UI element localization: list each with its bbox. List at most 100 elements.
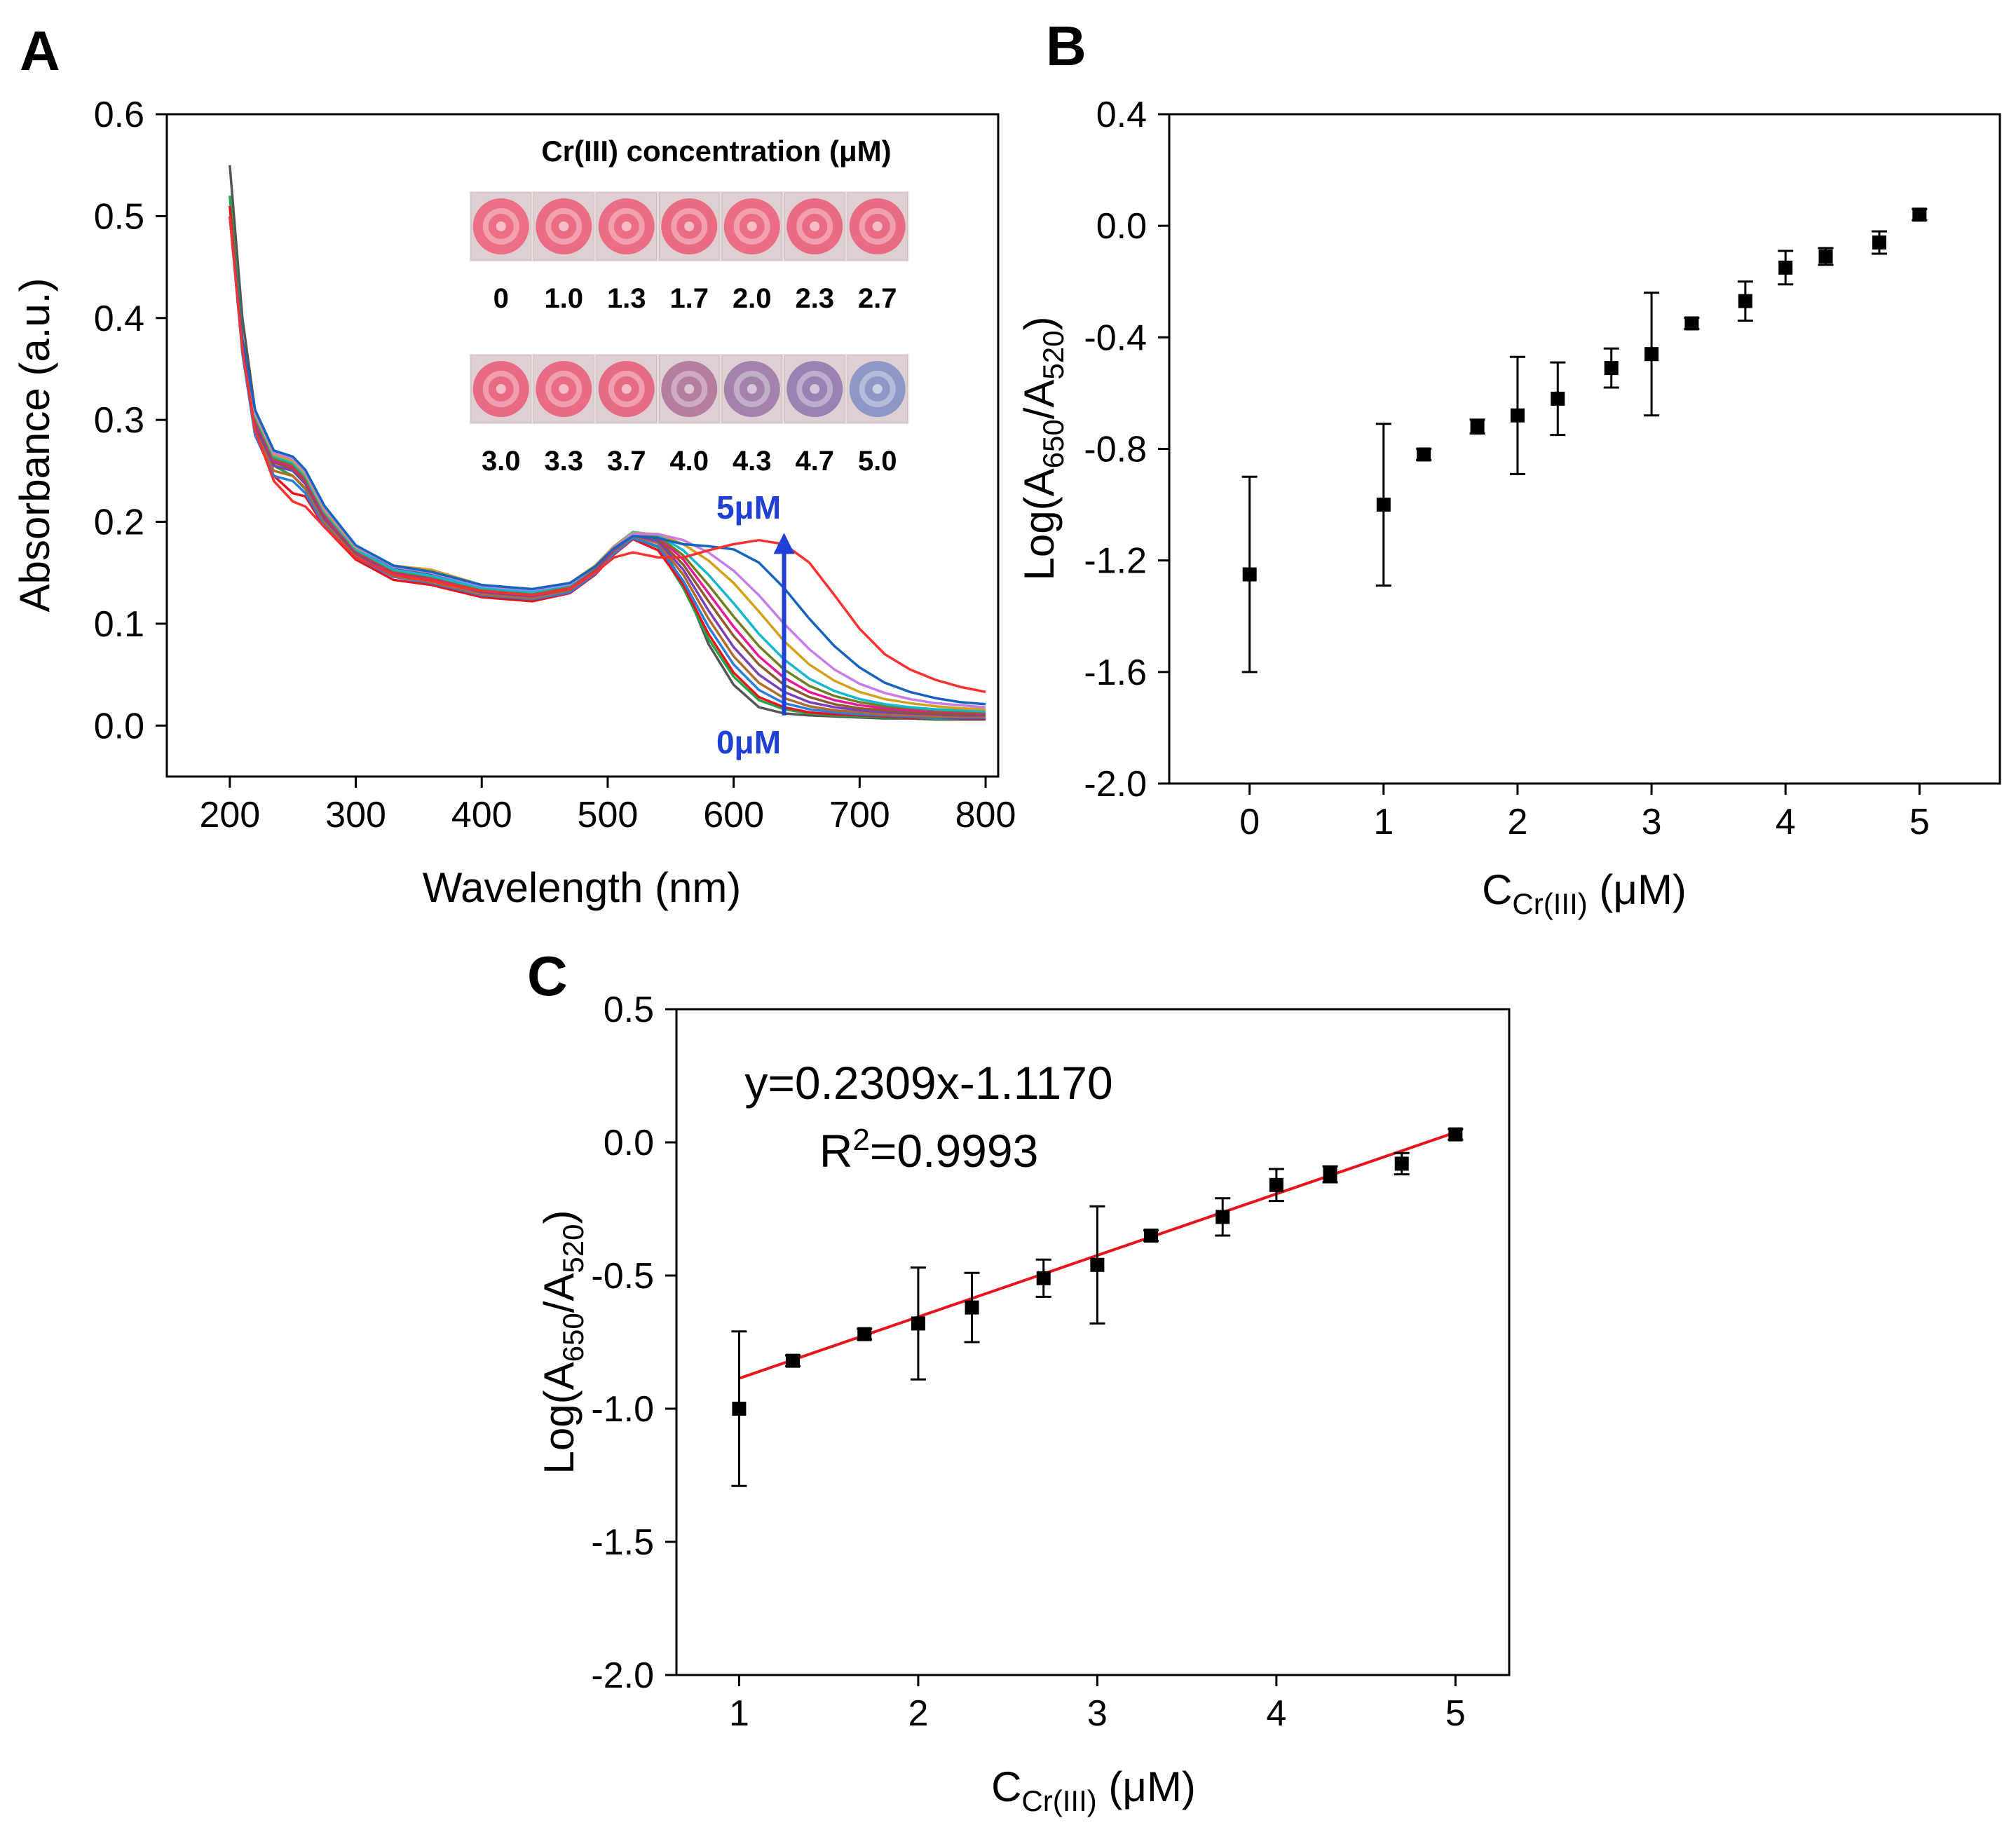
- panel-b-x-tick-label: 0: [1239, 802, 1260, 842]
- panel-c-data-point: [1394, 1156, 1409, 1171]
- well-highlight: [496, 384, 506, 394]
- panel-c-data-point: [732, 1402, 747, 1416]
- panel-a-x-label: Wavelength (nm): [423, 864, 742, 911]
- panel-a-y-tick-label: 0.6: [94, 95, 144, 135]
- panel-a-spectra: [229, 165, 986, 721]
- panel-a-x-tick-label: 800: [955, 795, 1016, 835]
- spectrum-line: [229, 216, 986, 706]
- fit-equation: y=0.2309x-1.1170: [744, 1057, 1112, 1109]
- panel-c-x-tick-label: 3: [1087, 1693, 1108, 1734]
- panel-b-y-tick-label: -1.6: [1084, 652, 1147, 693]
- panel-a-y-axis: 0.0 0.1 0.2 0.3 0.4 0.5 0.6: [94, 95, 167, 746]
- well-highlight: [559, 384, 569, 394]
- panel-b-data-point: [1604, 361, 1619, 376]
- panel-a-y-label: Absorbance (a.u.): [11, 278, 58, 613]
- inset-row-2: 3.0 3.3 3.7 4.0 4.3 4.7 5.0: [470, 354, 909, 477]
- panel-b-data-point: [1872, 235, 1886, 250]
- well-concentration-label: 5.0: [858, 446, 897, 477]
- well-concentration-label: 4.0: [669, 446, 709, 477]
- panel-c-x-tick-label: 2: [908, 1693, 928, 1734]
- panel-b-y-tick-label: 0.4: [1096, 95, 1147, 135]
- panel-a-y-tick-label: 0.1: [94, 604, 144, 645]
- panel-c-data-point: [1090, 1257, 1105, 1272]
- well-concentration-label: 2.0: [733, 283, 772, 314]
- panel-a-y-tick-label: 0.2: [94, 503, 144, 543]
- panel-c-data-point: [1323, 1167, 1337, 1182]
- panel-a-x-tick-label: 400: [451, 795, 512, 835]
- panel-c-data-point: [1144, 1229, 1159, 1243]
- spectrum-line: [229, 216, 986, 694]
- well-highlight: [684, 221, 695, 231]
- panel-c-x-tick-label: 5: [1445, 1693, 1466, 1734]
- well-concentration-label: 3.7: [607, 446, 646, 477]
- panel-b-data-point: [1818, 249, 1833, 264]
- panel-b-data-point: [1644, 347, 1659, 362]
- inset-row-1: 0 1.0 1.3 1.7 2.0 2.3 2.7: [470, 191, 909, 314]
- panel-a-y-tick-label: 0.5: [94, 196, 144, 237]
- panel-b-points: [1241, 207, 1928, 674]
- panel-b-x-tick-label: 5: [1909, 802, 1930, 842]
- well-concentration-label: 1.3: [607, 283, 646, 314]
- panel-b-data-point: [1242, 567, 1257, 582]
- panel-b-x-label: CCr(III) (μM): [1482, 866, 1687, 920]
- panel-c-x-tick-label: 4: [1266, 1693, 1286, 1734]
- well-highlight: [747, 221, 757, 231]
- panel-c-letter: C: [527, 945, 568, 1007]
- inset-title: Cr(III) concentration (μM): [541, 135, 891, 168]
- panel-c-y-tick-label: 0.0: [604, 1123, 654, 1163]
- panel-b-x-axis: 0 1 2 3 4 5: [1239, 784, 1930, 842]
- panel-b-x-tick-label: 1: [1373, 802, 1394, 842]
- well-concentration-label: 1.0: [544, 283, 583, 314]
- panel-b-x-tick-label: 3: [1642, 802, 1662, 842]
- well-highlight: [621, 384, 632, 394]
- well-highlight: [810, 384, 820, 394]
- panel-b-y-tick-label: -0.4: [1084, 317, 1147, 358]
- panel-c-y-axis: -2.0 -1.5 -1.0 -0.5 0.0 0.5: [591, 990, 676, 1696]
- panel-a-x-tick-label: 300: [325, 795, 386, 835]
- panel-c-points: [731, 1127, 1464, 1487]
- well-highlight: [810, 221, 820, 231]
- panel-c-y-tick-label: -1.0: [591, 1389, 654, 1430]
- well-highlight: [621, 221, 632, 231]
- panel-b-data-point: [1376, 498, 1391, 512]
- panel-b-data-point: [1684, 316, 1699, 331]
- panel-c-data-point: [857, 1327, 872, 1341]
- panel-c-data-point: [1036, 1271, 1051, 1285]
- panel-a-x-tick-label: 500: [578, 795, 639, 835]
- well-highlight: [872, 221, 883, 231]
- panel-b-data-point: [1417, 447, 1431, 462]
- panel-b-y-axis: -2.0 -1.6 -1.2 -0.8 -0.4 0.0 0.4: [1084, 95, 1169, 805]
- panel-c-x-tick-label: 1: [729, 1693, 749, 1734]
- panel-b-x-tick-label: 2: [1507, 802, 1527, 842]
- panel-a-y-tick-label: 0.0: [94, 706, 144, 746]
- r-squared: R2=0.9993: [819, 1123, 1039, 1177]
- panel-b-y-tick-label: -0.8: [1084, 430, 1147, 470]
- panel-a-y-tick-label: 0.3: [94, 400, 144, 441]
- panel-b-letter: B: [1046, 15, 1087, 77]
- panel-a-x-tick-label: 200: [199, 795, 260, 835]
- panel-c-y-tick-label: -1.5: [591, 1522, 654, 1563]
- panel-b-y-label: Log(A650/A520): [1016, 317, 1070, 581]
- panel-c-data-point: [911, 1316, 925, 1331]
- panel-c-y-tick-label: -2.0: [591, 1655, 654, 1696]
- annotation-5uM: 5μM: [716, 489, 781, 526]
- panel-c-x-axis: 1 2 3 4 5: [729, 1675, 1466, 1734]
- panel-b-y-tick-label: -2.0: [1084, 764, 1147, 805]
- panel-a-x-tick-label: 600: [703, 795, 764, 835]
- well-highlight: [496, 221, 506, 231]
- panel-b-data-point: [1778, 260, 1793, 275]
- well-highlight: [747, 384, 757, 394]
- well-concentration-label: 4.7: [795, 446, 834, 477]
- panel-a-x-tick-label: 700: [829, 795, 890, 835]
- spectrum-line: [229, 216, 986, 719]
- panel-a-y-tick-label: 0.4: [94, 299, 144, 339]
- panel-c-y-tick-label: 0.5: [604, 990, 654, 1030]
- spectrum-line: [229, 216, 986, 709]
- panel-c-data-point: [965, 1300, 979, 1315]
- panel-b-y-tick-label: -1.2: [1084, 541, 1147, 582]
- panel-b-x-tick-label: 4: [1776, 802, 1796, 842]
- panel-c-data-point: [786, 1353, 801, 1368]
- well-concentration-label: 1.7: [669, 283, 709, 314]
- well-concentration-label: 4.3: [733, 446, 772, 477]
